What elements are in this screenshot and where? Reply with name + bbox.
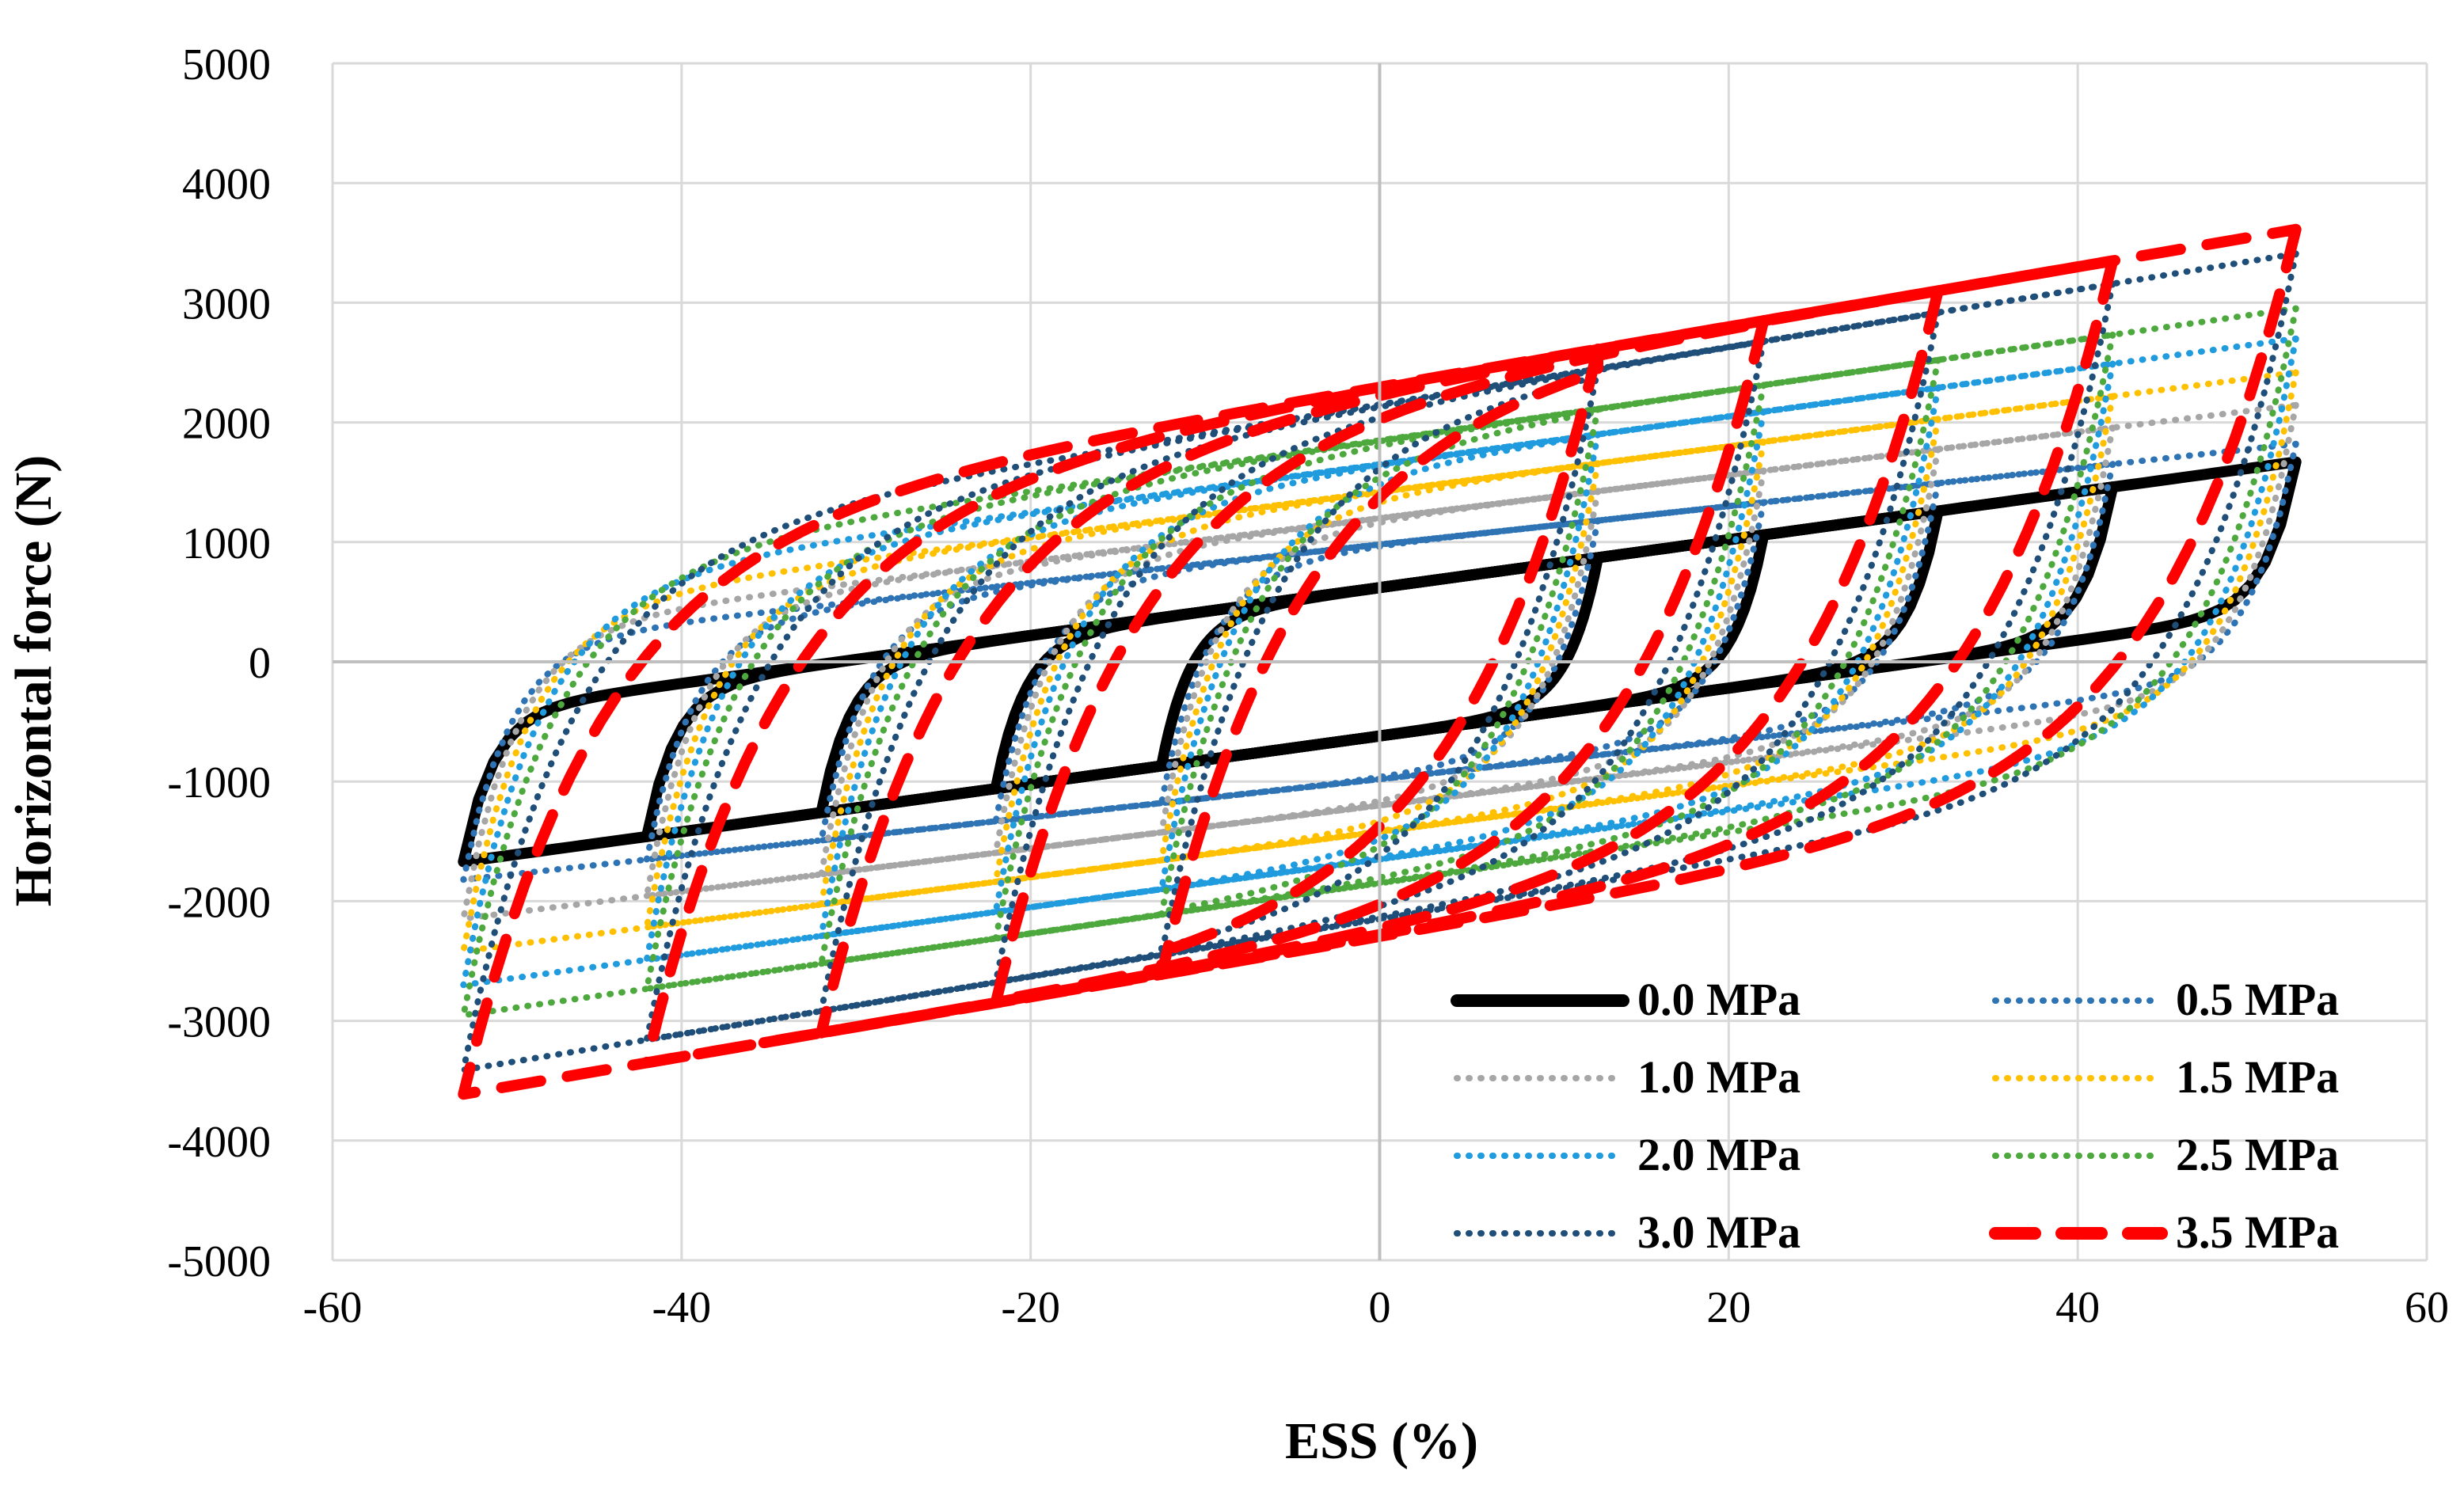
- hysteresis-loop: [460, 305, 2299, 1019]
- hysteresis-loop: [818, 356, 1941, 967]
- legend-label: 3.0 MPa: [1637, 1206, 1800, 1258]
- series-2_5-MPa: [460, 305, 2299, 1019]
- y-tick-label: 1000: [182, 519, 271, 568]
- legend-entry: 3.5 MPa: [1989, 1206, 2339, 1258]
- y-tick-label: 5000: [182, 40, 271, 89]
- legend: 0.0 MPa 0.5 MPa 1.0 MPa 1.5 MPa 2.0 MPa 2.5 M…: [1451, 974, 2339, 1258]
- hysteresis-loop: [460, 335, 2299, 989]
- series-3_5-MPa: [458, 223, 2302, 1100]
- x-tick-label: -20: [1001, 1283, 1060, 1332]
- x-tick-label: -40: [652, 1283, 712, 1332]
- hysteresis-loop: [1158, 365, 1601, 959]
- legend-entry: 2.5 MPa: [1992, 1129, 2339, 1180]
- legend-label: 0.5 MPa: [2176, 974, 2339, 1025]
- legend-entry: 0.5 MPa: [1992, 974, 2339, 1025]
- y-tick-label: 0: [249, 639, 271, 688]
- x-tick-label: 20: [1706, 1283, 1751, 1332]
- legend-entry: 1.5 MPa: [1992, 1051, 2339, 1103]
- series-0_5-MPa: [460, 440, 2299, 883]
- y-tick-label: 2000: [182, 400, 271, 449]
- x-tick-label: 40: [2055, 1283, 2100, 1332]
- axes: -60 -40 -20 0 20 40 60 5000 4000 3000 2000 1000 0 -10…: [167, 40, 2449, 1332]
- series-2_0-MPa: [460, 335, 2299, 989]
- y-tick-label: -3000: [167, 998, 271, 1047]
- x-axis-title: ESS (%): [1285, 1412, 1478, 1470]
- hysteresis-loop: [458, 223, 2302, 1100]
- legend-label: 0.0 MPa: [1637, 974, 1800, 1025]
- y-tick-label: -2000: [167, 878, 271, 927]
- hysteresis-loop: [460, 440, 2299, 883]
- y-tick-label: -5000: [167, 1237, 271, 1286]
- y-axis-title: Horizontal force (N): [5, 455, 63, 907]
- x-tick-label: -60: [303, 1283, 363, 1332]
- legend-label: 2.5 MPa: [2176, 1129, 2339, 1180]
- legend-entry: 0.0 MPa: [1451, 974, 1800, 1025]
- legend-entry: 1.0 MPa: [1454, 1051, 1800, 1103]
- legend-label: 1.5 MPa: [2176, 1051, 2339, 1103]
- legend-label: 2.0 MPa: [1637, 1129, 1800, 1180]
- legend-entry: 3.0 MPa: [1454, 1206, 1800, 1258]
- series-group: [458, 223, 2302, 1100]
- hysteresis-loop: [460, 369, 2299, 955]
- hysteresis-loop: [643, 461, 2116, 863]
- x-tick-label: 0: [1369, 1283, 1391, 1332]
- legend-label: 1.0 MPa: [1637, 1051, 1800, 1103]
- hysteresis-loop: [460, 250, 2299, 1073]
- hysteresis-loop: [460, 401, 2299, 922]
- hysteresis-loop: [458, 456, 2302, 868]
- x-tick-label: 60: [2405, 1283, 2449, 1332]
- y-tick-label: -4000: [167, 1118, 271, 1167]
- legend-label: 3.5 MPa: [2176, 1206, 2339, 1258]
- legend-entry: 2.0 MPa: [1454, 1129, 1800, 1180]
- hysteresis-loop: [992, 408, 1767, 915]
- y-tick-label: -1000: [167, 758, 271, 807]
- y-tick-label: 3000: [182, 279, 271, 329]
- y-tick-label: 4000: [182, 160, 271, 209]
